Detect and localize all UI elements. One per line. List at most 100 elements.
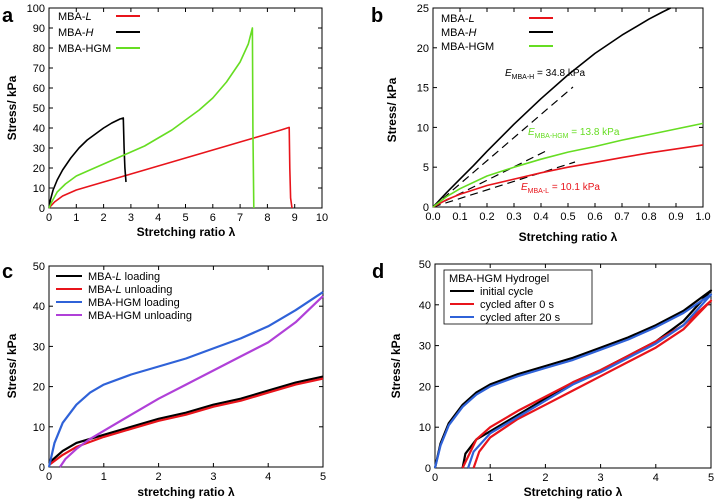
panel-a-xtick-label: 3 [128,212,134,224]
series-line-mba-hgm [48,27,255,209]
panel-a-ytick-label: 90 [33,23,45,35]
legend-label-mba-hgm: MBA-HGM [58,43,111,55]
legend-label-mba-l-loading: MBA-L loading [88,271,160,283]
panel-a-xtick-label: 10 [316,212,328,224]
panel-d-xtick-label: 3 [598,472,604,484]
annotation-value: = 13.8 kPa [569,127,620,138]
legend-label-part: MBA-HGM unloading [88,310,192,322]
legend-label-mba-hgm: MBA-HGM [441,41,494,53]
panel-c-ylabel: Stress/ kPa [5,333,19,398]
series-line-mba-h [432,7,671,208]
legend-label-part: MBA- [88,271,116,283]
series-line-mba-hgm-unloading [59,295,324,468]
annotation-subscript: MBA-L [528,188,550,195]
legend-label-part: MBA- [58,11,86,23]
legend-label-cycled-after-20-s: cycled after 20 s [480,312,561,324]
panel-c-series [47,291,324,468]
legend-label-part: cycled after 20 s [480,312,561,324]
panel-b-xtick-label: 0.1 [452,211,467,223]
panel-a-xtick-label: 8 [264,212,270,224]
panel-b-ytick-label: 20 [417,43,429,55]
legend-label-mba-h: MBA-H [58,27,94,39]
legend-label-part: MBA- [441,13,469,25]
panel-b-ytick-label: 15 [417,83,429,95]
panel-a-ytick-label: 20 [33,163,45,175]
panel-c-plot-area [48,265,324,468]
legend-label-initial-cycle: initial cycle [480,286,533,298]
panel-b-fit-lines [432,86,576,208]
legend-label-italic: H [86,27,94,39]
panel-b-xtick-label: 0.3 [506,211,521,223]
panel-d-xtick-label: 2 [542,472,548,484]
annotation-symbol: E [521,182,528,193]
panel-d-ylabel: Stress/ kPa [389,333,403,398]
panel-b-xtick-label: 0.5 [560,211,575,223]
legend-label-part: MBA- [441,27,469,39]
panel-d-xtick-label: 5 [708,472,714,484]
annotation-symbol: E [528,127,535,138]
panel-c-xtick-label: 4 [265,471,271,483]
legend-label-mba-hgm-unloading: MBA-HGM unloading [88,310,192,322]
panel-a-xlabel: Stretching ratio λ [137,225,236,239]
panel-d-letter: d [372,261,384,283]
panel-b-ylabel: Stress/ kPa [385,77,399,142]
panel-a-ylabel: Stress/ kPa [5,75,19,140]
panel-d-xtick-label: 4 [653,472,659,484]
panel-a-ytick-label: 30 [33,143,45,155]
legend-label-mba-l: MBA-L [441,13,475,25]
panel-c-ytick-label: 20 [33,382,45,394]
panel-d-ytick-label: 0 [425,463,431,475]
legend-label-part: MBA-HGM [441,41,494,53]
panel-b-xtick-label: 0.8 [641,211,656,223]
legend-label-suffix: loading [122,271,161,283]
annotation-modulus-mba-h: EMBA-H = 34.8 kPa [505,68,586,81]
panel-c-ytick-label: 40 [33,301,45,313]
panel-d-ytick-label: 20 [419,381,431,393]
panel-b-xtick-label: 0.7 [614,211,629,223]
legend-label-suffix: unloading [122,284,173,296]
panel-b-xtick-label: 0.4 [533,211,548,223]
panel-a-ytick-label: 0 [39,203,45,215]
panel-d-legend-title: MBA-HGM Hydrogel [449,273,549,285]
series-line-mba-l-loading [48,375,324,464]
panel-b-ytick-label: 25 [417,3,429,15]
annotation-subscript: MBA-H [512,74,535,81]
series-line-mba-hgm [432,122,704,208]
panel-a-ytick-label: 100 [27,3,45,15]
fit-line-mba-l [432,161,576,208]
panel-a-xtick-label: 1 [73,212,79,224]
panel-c-letter: c [2,261,13,283]
panel-c-xlabel: stretching ratio λ [137,485,235,499]
panel-b-ytick-label: 0 [423,202,429,214]
panel-a-ytick-label: 80 [33,43,45,55]
panel-c-ytick-label: 10 [33,422,45,434]
panel-a-xtick-label: 2 [101,212,107,224]
panel-b-xtick-label: 0.9 [668,211,683,223]
legend-label-part: cycled after 0 s [480,299,554,311]
panel-b-xtick-label: 0.2 [479,211,494,223]
panel-d-xtick-label: 0 [432,472,438,484]
panel-c-xtick-label: 0 [46,471,52,483]
panel-b-letter: b [371,5,383,27]
legend-label-mba-l: MBA-L [58,11,92,23]
panel-c-ytick-label: 0 [39,462,45,474]
panel-d-ytick-label: 50 [419,259,431,271]
legend-label-cycled-after-0-s: cycled after 0 s [480,299,554,311]
panel-c-ytick-label: 30 [33,341,45,353]
legend-label-part: MBA- [88,284,116,296]
annotation-value: = 10.1 kPa [549,182,600,193]
legend-label-part: initial cycle [480,286,533,298]
panel-a-xtick-label: 7 [237,212,243,224]
panel-d-xtick-label: 1 [487,472,493,484]
panel-a-ytick-label: 70 [33,63,45,75]
legend-label-part: MBA-HGM loading [88,297,180,309]
panel-a-letter: a [2,5,14,27]
